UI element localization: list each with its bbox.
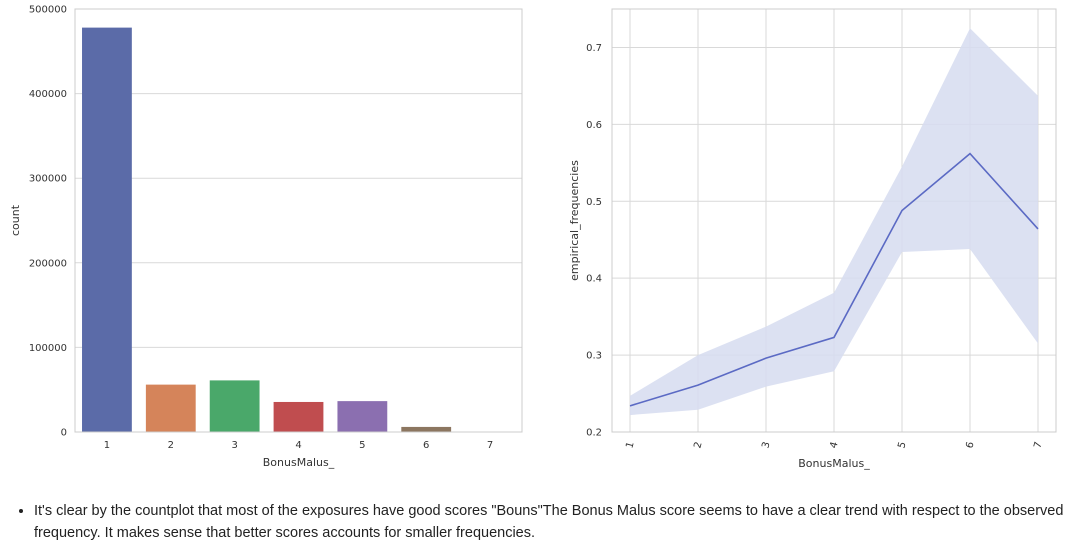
bar-x-tick-label: 3 <box>231 440 237 451</box>
bar-plot-area <box>75 9 522 432</box>
line-x-tick-label: 7 <box>1032 441 1044 450</box>
bar-x-tick-label: 4 <box>295 440 301 451</box>
line-x-tick-label: 4 <box>828 441 840 450</box>
frequency-line <box>629 152 1039 407</box>
notes-list: It's clear by the countplot that most of… <box>12 500 1068 544</box>
line-y-tick-label: 0.7 <box>586 43 602 54</box>
bar-y-tick-label: 0 <box>61 428 67 439</box>
bar <box>337 401 388 432</box>
bar <box>273 401 324 432</box>
bar-y-tick-label: 500000 <box>29 5 67 16</box>
bar-x-tick-label: 5 <box>359 440 365 451</box>
bar-x-tick-label: 7 <box>487 440 493 451</box>
bar <box>401 426 452 432</box>
bar-x-tick-label: 1 <box>104 440 110 451</box>
note-item: It's clear by the countplot that most of… <box>34 500 1068 544</box>
line-x-tick-label: 6 <box>964 441 976 450</box>
line-y-tick-label: 0.4 <box>586 274 602 285</box>
line-x-tick-label: 2 <box>692 441 704 450</box>
line-y-tick-label: 0.2 <box>586 428 602 439</box>
line-y-tick-label: 0.3 <box>586 351 602 362</box>
line-x-axis-label: BonusMalus_ <box>798 457 870 470</box>
line-y-tick-label: 0.5 <box>586 197 602 208</box>
line-y-axis-label: empirical_frequencies <box>568 160 581 281</box>
frequency-line-chart: 0.2 0.3 0.4 0.5 0.6 0.7 1 2 3 4 5 6 7 BonusMalus_ empi… <box>568 8 1057 470</box>
bar-y-tick-label: 200000 <box>29 258 67 269</box>
line-x-tick-label: 1 <box>624 441 636 450</box>
line-plot-frame <box>611 8 1057 433</box>
bar <box>209 380 260 432</box>
confidence-band <box>630 28 1038 416</box>
count-bar-chart: 0 100000 200000 300000 400000 500000 1 2 3 4 5 6 7 Bo… <box>9 5 523 469</box>
bar <box>145 384 196 432</box>
bar-y-tick-label: 300000 <box>29 174 67 185</box>
bar-x-tick-label: 2 <box>168 440 174 451</box>
bar-y-axis-label: count <box>9 204 22 236</box>
bar-x-tick-label: 6 <box>423 440 429 451</box>
bar-x-axis-label: BonusMalus_ <box>263 456 335 469</box>
line-x-tick-label: 5 <box>896 441 908 450</box>
bar-y-tick-label: 400000 <box>29 89 67 100</box>
bar <box>82 27 132 432</box>
charts-figure: 0 100000 200000 300000 400000 500000 1 2 3 4 5 6 7 Bo… <box>9 5 1057 470</box>
line-y-tick-label: 0.6 <box>586 120 602 131</box>
bar-plot-frame <box>74 8 523 433</box>
line-x-tick-label: 3 <box>760 441 772 450</box>
bar-y-tick-label: 100000 <box>29 343 67 354</box>
